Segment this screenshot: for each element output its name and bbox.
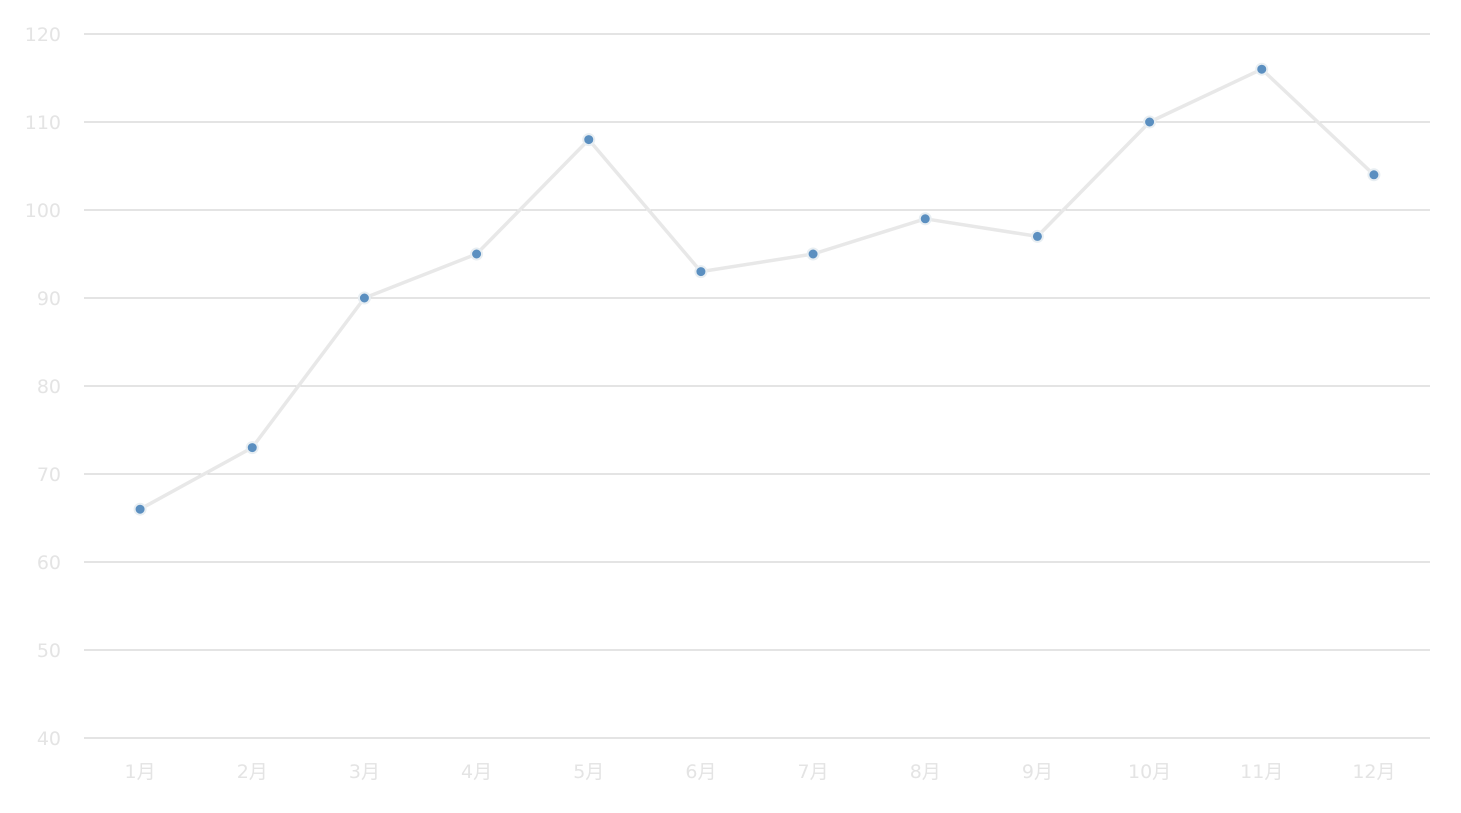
- x-tick-label: 2月: [237, 761, 268, 783]
- y-tick-label: 50: [37, 640, 61, 662]
- x-tick-label: 1月: [125, 761, 156, 783]
- y-tick-label: 110: [25, 112, 61, 134]
- x-tick-label: 12月: [1352, 761, 1395, 783]
- x-tick-label: 3月: [349, 761, 380, 783]
- data-point: [1255, 62, 1269, 76]
- data-point: [806, 247, 820, 261]
- y-tick-label: 70: [37, 464, 61, 486]
- x-tick-label: 4月: [461, 761, 492, 783]
- data-point: [582, 133, 596, 147]
- data-point: [133, 502, 147, 516]
- data-point: [1367, 168, 1381, 182]
- data-point: [694, 265, 708, 279]
- data-point: [470, 247, 484, 261]
- y-tick-label: 90: [37, 288, 61, 310]
- x-tick-label: 11月: [1240, 761, 1283, 783]
- x-tick-label: 10月: [1128, 761, 1171, 783]
- y-tick-label: 100: [25, 200, 61, 222]
- y-tick-label: 80: [37, 376, 61, 398]
- x-tick-label: 5月: [573, 761, 604, 783]
- data-point: [357, 291, 371, 305]
- data-point: [918, 212, 932, 226]
- x-tick-label: 9月: [1022, 761, 1053, 783]
- x-tick-label: 8月: [910, 761, 941, 783]
- y-tick-label: 120: [25, 24, 61, 46]
- data-point: [1143, 115, 1157, 129]
- y-tick-label: 60: [37, 552, 61, 574]
- x-tick-label: 7月: [798, 761, 829, 783]
- x-tick-label: 6月: [685, 761, 716, 783]
- data-point: [1030, 229, 1044, 243]
- series-line: [139, 67, 1376, 511]
- data-point: [245, 441, 259, 455]
- y-tick-label: 40: [37, 728, 61, 750]
